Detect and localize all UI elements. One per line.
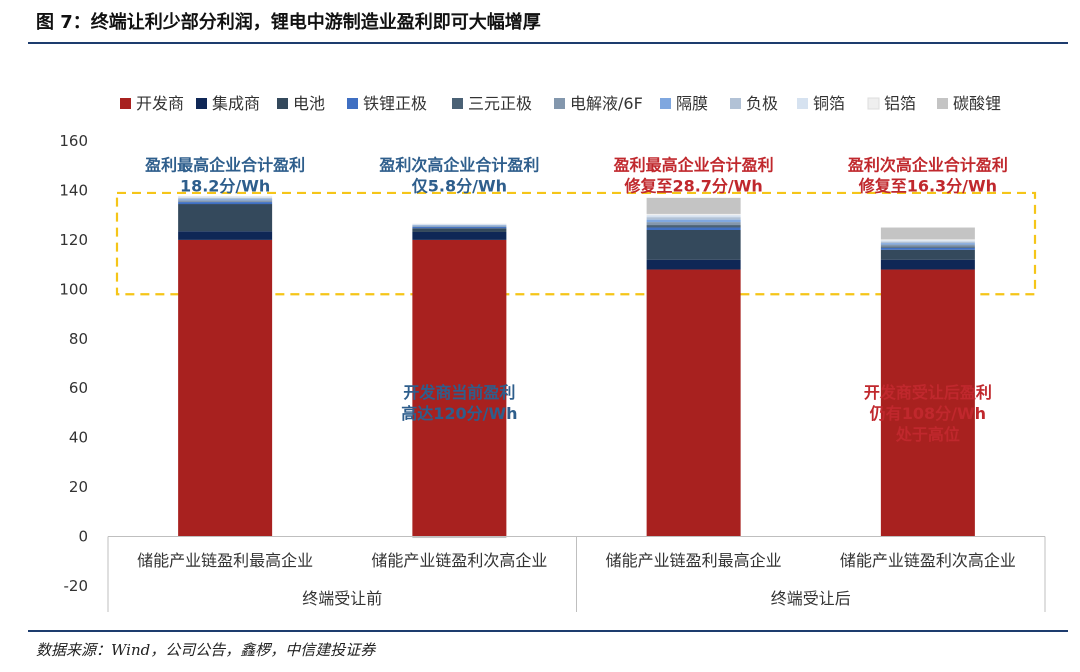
y-tick-label: 20	[69, 478, 88, 496]
bar-segment	[646, 222, 741, 226]
legend-swatch	[797, 98, 808, 109]
bar-segment	[178, 231, 273, 240]
annotation-text: 盈利次高企业合计盈利	[378, 156, 539, 175]
bar-segment	[412, 223, 507, 225]
bar-segment	[178, 196, 273, 198]
bar-segment	[646, 269, 741, 537]
annotation-text: 仍有108分/Wh	[869, 404, 986, 423]
y-tick-label: -20	[64, 577, 89, 595]
legend-swatch	[660, 98, 671, 109]
annotation-text: 开发商当前盈利	[403, 383, 515, 402]
x-tick-label: 储能产业链盈利最高企业	[137, 551, 313, 570]
bar-segment	[880, 246, 975, 248]
bar-segment	[880, 269, 975, 537]
bar-segment	[646, 230, 741, 260]
y-tick-label: 140	[59, 181, 88, 199]
legend-label: 三元正极	[468, 94, 532, 113]
y-tick-label: 0	[78, 528, 88, 546]
legend-swatch	[277, 98, 288, 109]
bar-segment	[880, 241, 975, 244]
bar-segment	[880, 227, 975, 240]
legend-label: 电解液/6F	[570, 94, 643, 113]
bar-segment	[412, 239, 507, 537]
legend-swatch	[452, 98, 463, 109]
bottom-rule	[28, 630, 1068, 632]
bar-segment	[412, 225, 507, 227]
annotation-text: 高达120分/Wh	[401, 404, 517, 423]
bar-segment	[880, 244, 975, 247]
bar-segment	[178, 202, 273, 205]
bar-segment	[412, 536, 507, 539]
bar-segment	[646, 225, 741, 228]
bar-segment	[178, 197, 273, 200]
legend-label: 负极	[746, 94, 778, 113]
top-rule	[28, 42, 1068, 44]
legend-swatch	[730, 98, 741, 109]
bar-segment	[646, 217, 741, 220]
bar-segment	[178, 199, 273, 201]
bar-segment	[880, 240, 975, 242]
bar-segment	[412, 224, 507, 225]
y-tick-label: 120	[59, 231, 88, 249]
annotation-text: 处于高位	[895, 425, 960, 444]
bar-segment	[880, 259, 975, 270]
bar-segment	[880, 247, 975, 250]
x-tick-label: 储能产业链盈利最高企业	[606, 551, 782, 570]
annotation-text: 仅5.8分/Wh	[411, 177, 507, 196]
x-group-label: 终端受让前	[302, 589, 382, 608]
bar-segment	[412, 231, 507, 240]
legend-label: 铝箔	[884, 94, 916, 113]
legend-label: 隔膜	[676, 94, 708, 113]
highlight-box	[115, 191, 1037, 296]
bar-segment	[412, 227, 507, 229]
legend-label: 碳酸锂	[953, 94, 1001, 113]
bar-segment	[178, 200, 273, 203]
x-tick-label: 储能产业链盈利次高企业	[371, 551, 547, 570]
x-group-label: 终端受让后	[771, 589, 851, 608]
legend-label: 开发商	[136, 94, 184, 113]
bar-segment	[178, 239, 273, 537]
bar-segment	[646, 259, 741, 270]
bar-segment	[412, 226, 507, 228]
y-tick-label: 40	[69, 429, 88, 447]
bar-segment	[880, 239, 975, 241]
bar-segment	[646, 227, 741, 230]
bar-segment	[880, 243, 975, 245]
bar-segment	[412, 228, 507, 232]
y-tick-label: 100	[59, 280, 88, 298]
bar-segment	[412, 224, 507, 226]
bar-segment	[880, 249, 975, 260]
bar-segment	[646, 215, 741, 218]
annotation-text: 开发商受让后盈利	[864, 383, 992, 402]
x-tick-label: 储能产业链盈利次高企业	[840, 551, 1016, 570]
bar-segment	[646, 213, 741, 216]
legend-swatch	[196, 98, 207, 109]
annotation-text: 盈利最高企业合计盈利	[144, 156, 305, 175]
legend-swatch	[937, 98, 948, 109]
legend-label: 电池	[293, 94, 325, 113]
annotation-text: 修复至28.7分/Wh	[623, 177, 762, 196]
bar-segment	[178, 204, 273, 232]
legend-swatch	[347, 98, 358, 109]
legend-swatch	[120, 98, 131, 109]
annotation-text: 18.2分/Wh	[180, 177, 270, 196]
y-tick-label: 60	[69, 379, 88, 397]
figure-title: 图 7：终端让利少部分利润，锂电中游制造业盈利即可大幅增厚	[36, 12, 541, 33]
legend-label: 集成商	[212, 94, 260, 113]
annotation-text: 盈利最高企业合计盈利	[613, 156, 774, 175]
legend-swatch	[554, 98, 565, 109]
bar-segment	[646, 197, 741, 214]
bar-segment	[178, 195, 273, 197]
y-tick-label: 80	[69, 330, 88, 348]
annotation-text: 修复至16.3分/Wh	[858, 177, 997, 196]
bar-segment	[646, 219, 741, 223]
y-tick-label: 160	[59, 132, 88, 150]
source-note: 数据来源：Wind，公司公告，鑫椤，中信建投证券	[36, 641, 376, 659]
legend-swatch	[867, 97, 880, 110]
legend-label: 铜箔	[813, 94, 845, 113]
annotation-text: 盈利次高企业合计盈利	[847, 156, 1008, 175]
legend-label: 铁锂正极	[363, 94, 427, 113]
